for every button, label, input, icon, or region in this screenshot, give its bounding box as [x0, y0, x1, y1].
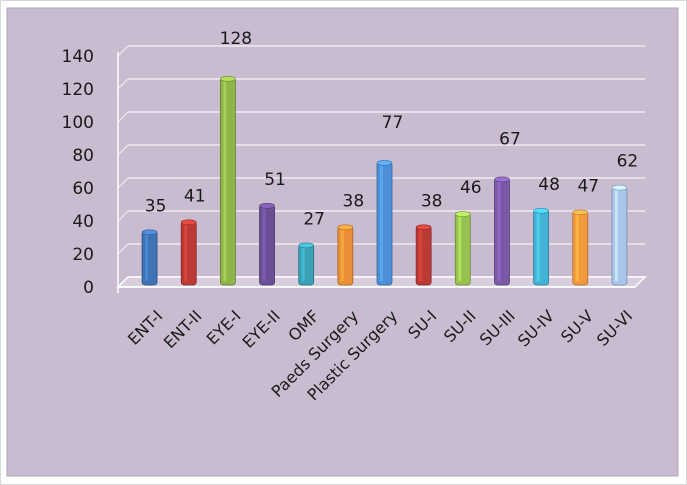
y-tick-label: 0 — [83, 278, 94, 298]
y-tick-label: 60 — [72, 179, 94, 199]
bar — [219, 76, 236, 286]
bar — [376, 160, 393, 286]
data-label: 51 — [264, 170, 286, 190]
bar — [415, 224, 432, 286]
data-label: 38 — [421, 191, 443, 211]
gridline-diagonal — [117, 111, 129, 123]
bar-face — [454, 212, 471, 286]
bar — [337, 224, 354, 286]
data-label: 62 — [617, 152, 639, 172]
gridline-diagonal — [117, 78, 129, 90]
bar-highlight — [497, 180, 501, 281]
bar-face — [376, 161, 393, 286]
data-labels: 35 41 128 51 27 38 77 38 46 67 48 47 62 — [145, 29, 638, 230]
bar — [298, 242, 315, 286]
data-label: 67 — [499, 129, 521, 149]
gridline-diagonal — [117, 177, 129, 189]
bar-face — [298, 244, 315, 286]
bar-face — [219, 77, 236, 286]
gridline-diagonal — [117, 45, 129, 57]
data-label: 35 — [145, 196, 167, 216]
data-label: 38 — [343, 191, 365, 211]
bar-highlight — [184, 223, 188, 281]
bar-top — [141, 229, 158, 236]
bar-top — [337, 224, 354, 231]
bar — [494, 176, 510, 286]
bar-highlight — [380, 163, 383, 281]
y-tick-label: 80 — [72, 146, 94, 166]
y-axis-ticks: 0 20 40 60 80 100 120 140 — [62, 47, 94, 298]
y-tick-label: 140 — [62, 47, 94, 67]
bar — [180, 219, 197, 286]
bar-highlight — [145, 233, 149, 281]
data-label: 48 — [538, 175, 560, 195]
bar — [611, 184, 628, 286]
bar-highlight — [419, 228, 423, 281]
bar-top — [298, 242, 314, 249]
bar — [259, 203, 275, 286]
bar — [533, 208, 550, 286]
bar-top — [572, 209, 589, 216]
gridline-diagonal — [117, 210, 129, 222]
bar-face — [611, 186, 628, 286]
bar-top — [455, 211, 471, 217]
data-label: 77 — [382, 113, 404, 133]
bar-face — [494, 178, 510, 286]
y-tick-label: 40 — [72, 212, 94, 232]
bar-highlight — [301, 246, 305, 281]
bar-face — [572, 211, 589, 286]
gridline-diagonal — [117, 243, 129, 255]
bar-face — [533, 209, 550, 286]
data-label: 27 — [303, 209, 325, 229]
bar-highlight — [575, 213, 579, 281]
bar-face — [259, 204, 275, 286]
bar — [572, 209, 589, 286]
bar — [141, 229, 158, 286]
bar-highlight — [458, 215, 462, 281]
bar-top — [611, 184, 628, 191]
bar-top — [376, 160, 393, 166]
y-tick-label: 100 — [62, 113, 94, 133]
bar-face — [141, 230, 158, 286]
data-label: 47 — [577, 176, 599, 196]
bar-face — [180, 220, 197, 286]
data-label: 41 — [184, 186, 206, 206]
bars — [141, 76, 628, 286]
bar-highlight — [223, 79, 227, 281]
bar-top — [259, 203, 275, 209]
bar-top — [494, 176, 510, 183]
bar-highlight — [262, 206, 266, 281]
bar-highlight — [536, 211, 540, 281]
bar — [454, 211, 471, 286]
gridline-diagonal — [117, 144, 129, 156]
data-label: 128 — [220, 29, 252, 49]
bar-face — [337, 225, 354, 286]
y-tick-label: 120 — [62, 80, 94, 100]
bar-top — [180, 219, 197, 226]
bar-face — [415, 225, 432, 286]
bar-highlight — [614, 188, 618, 281]
y-tick-label: 20 — [72, 245, 94, 265]
bar-top — [533, 208, 549, 214]
data-label: 46 — [460, 178, 482, 198]
bar-top — [415, 224, 432, 231]
bar-top — [220, 76, 236, 82]
bar-highlight — [340, 228, 344, 281]
